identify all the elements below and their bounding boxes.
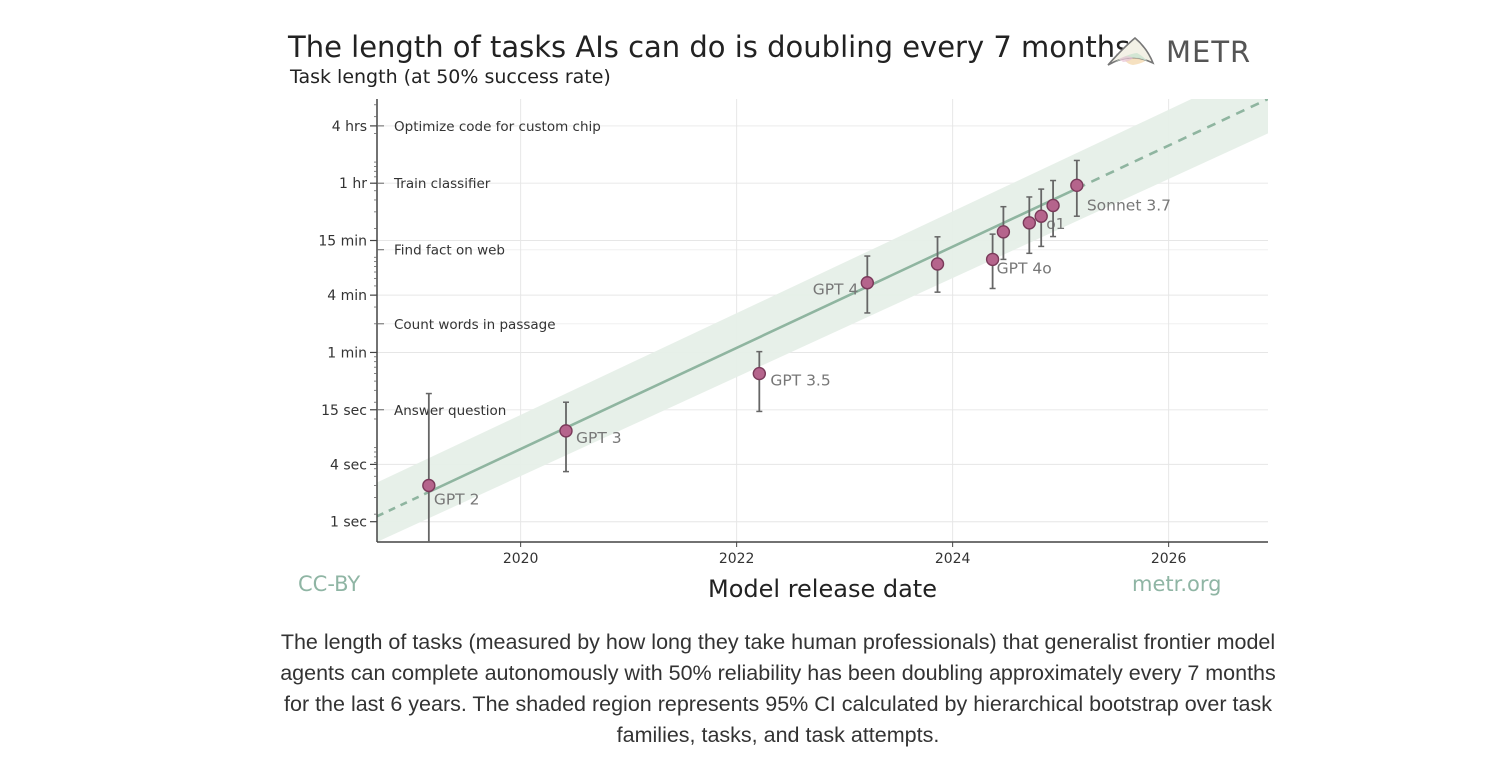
trend-extrapolation — [377, 490, 430, 518]
point-label: o1 — [1046, 215, 1065, 233]
confidence-band — [377, 99, 1268, 542]
task-annotation: Count words in passage — [394, 317, 556, 333]
source-link[interactable]: metr.org — [1132, 572, 1222, 596]
trend-extrapolation — [1076, 99, 1268, 190]
y-tick-label: 15 min — [318, 234, 367, 250]
y-tick-label: 4 min — [327, 288, 367, 304]
chart-title: The length of tasks AIs can do is doubli… — [288, 30, 1131, 64]
x-tick-label: 2024 — [935, 551, 971, 567]
point-label: GPT 4 — [813, 281, 859, 299]
data-point — [930, 257, 945, 271]
y-tick-label: 15 sec — [321, 403, 367, 419]
x-tick-label: 2020 — [503, 551, 539, 567]
y-tick-label: 1 min — [327, 345, 367, 361]
task-annotation: Train classifier — [393, 176, 491, 192]
x-axis-label: Model release date — [708, 575, 937, 603]
data-point — [860, 276, 875, 290]
task-annotation: Optimize code for custom chip — [394, 119, 601, 135]
task-annotation: Find fact on web — [394, 243, 505, 259]
data-point — [1046, 198, 1060, 213]
point-label: GPT 3 — [576, 429, 622, 447]
y-tick-label: 4 hrs — [332, 119, 367, 135]
figure-caption: The length of tasks (measured by how lon… — [280, 630, 1276, 747]
y-tick-label: 1 hr — [339, 176, 367, 192]
x-tick-label: 2022 — [719, 551, 755, 567]
y-axis-label: Task length (at 50% success rate) — [290, 66, 611, 88]
license-label: CC-BY — [298, 572, 361, 596]
plot-area: 1 sec 4 sec 15 sec 1 min 4 min 15 min 1 hr 4 hr… — [318, 99, 1268, 603]
brand-name: METR — [1166, 35, 1252, 69]
task-annotation: Answer question — [394, 403, 506, 419]
chart-figure: The length of tasks AIs can do is doubli… — [288, 30, 1268, 603]
y-tick-label: 4 sec — [330, 457, 367, 473]
metr-logo-icon — [1107, 36, 1155, 66]
trend-line — [377, 99, 1268, 518]
data-point — [422, 478, 436, 493]
data-point — [559, 424, 573, 438]
trend-fit — [428, 187, 1078, 494]
data-point — [752, 366, 767, 381]
point-label: GPT 3.5 — [770, 372, 830, 390]
point-label: GPT 2 — [434, 491, 480, 509]
data-point — [1022, 216, 1037, 230]
data-point — [1070, 178, 1084, 193]
point-label: Sonnet 3.7 — [1087, 196, 1171, 214]
data-point — [1034, 209, 1048, 223]
data-point — [996, 225, 1011, 239]
y-tick-label: 1 sec — [330, 515, 367, 531]
point-label: GPT 4o — [997, 259, 1052, 277]
x-tick-label: 2026 — [1151, 551, 1187, 567]
data-point — [985, 252, 1000, 267]
